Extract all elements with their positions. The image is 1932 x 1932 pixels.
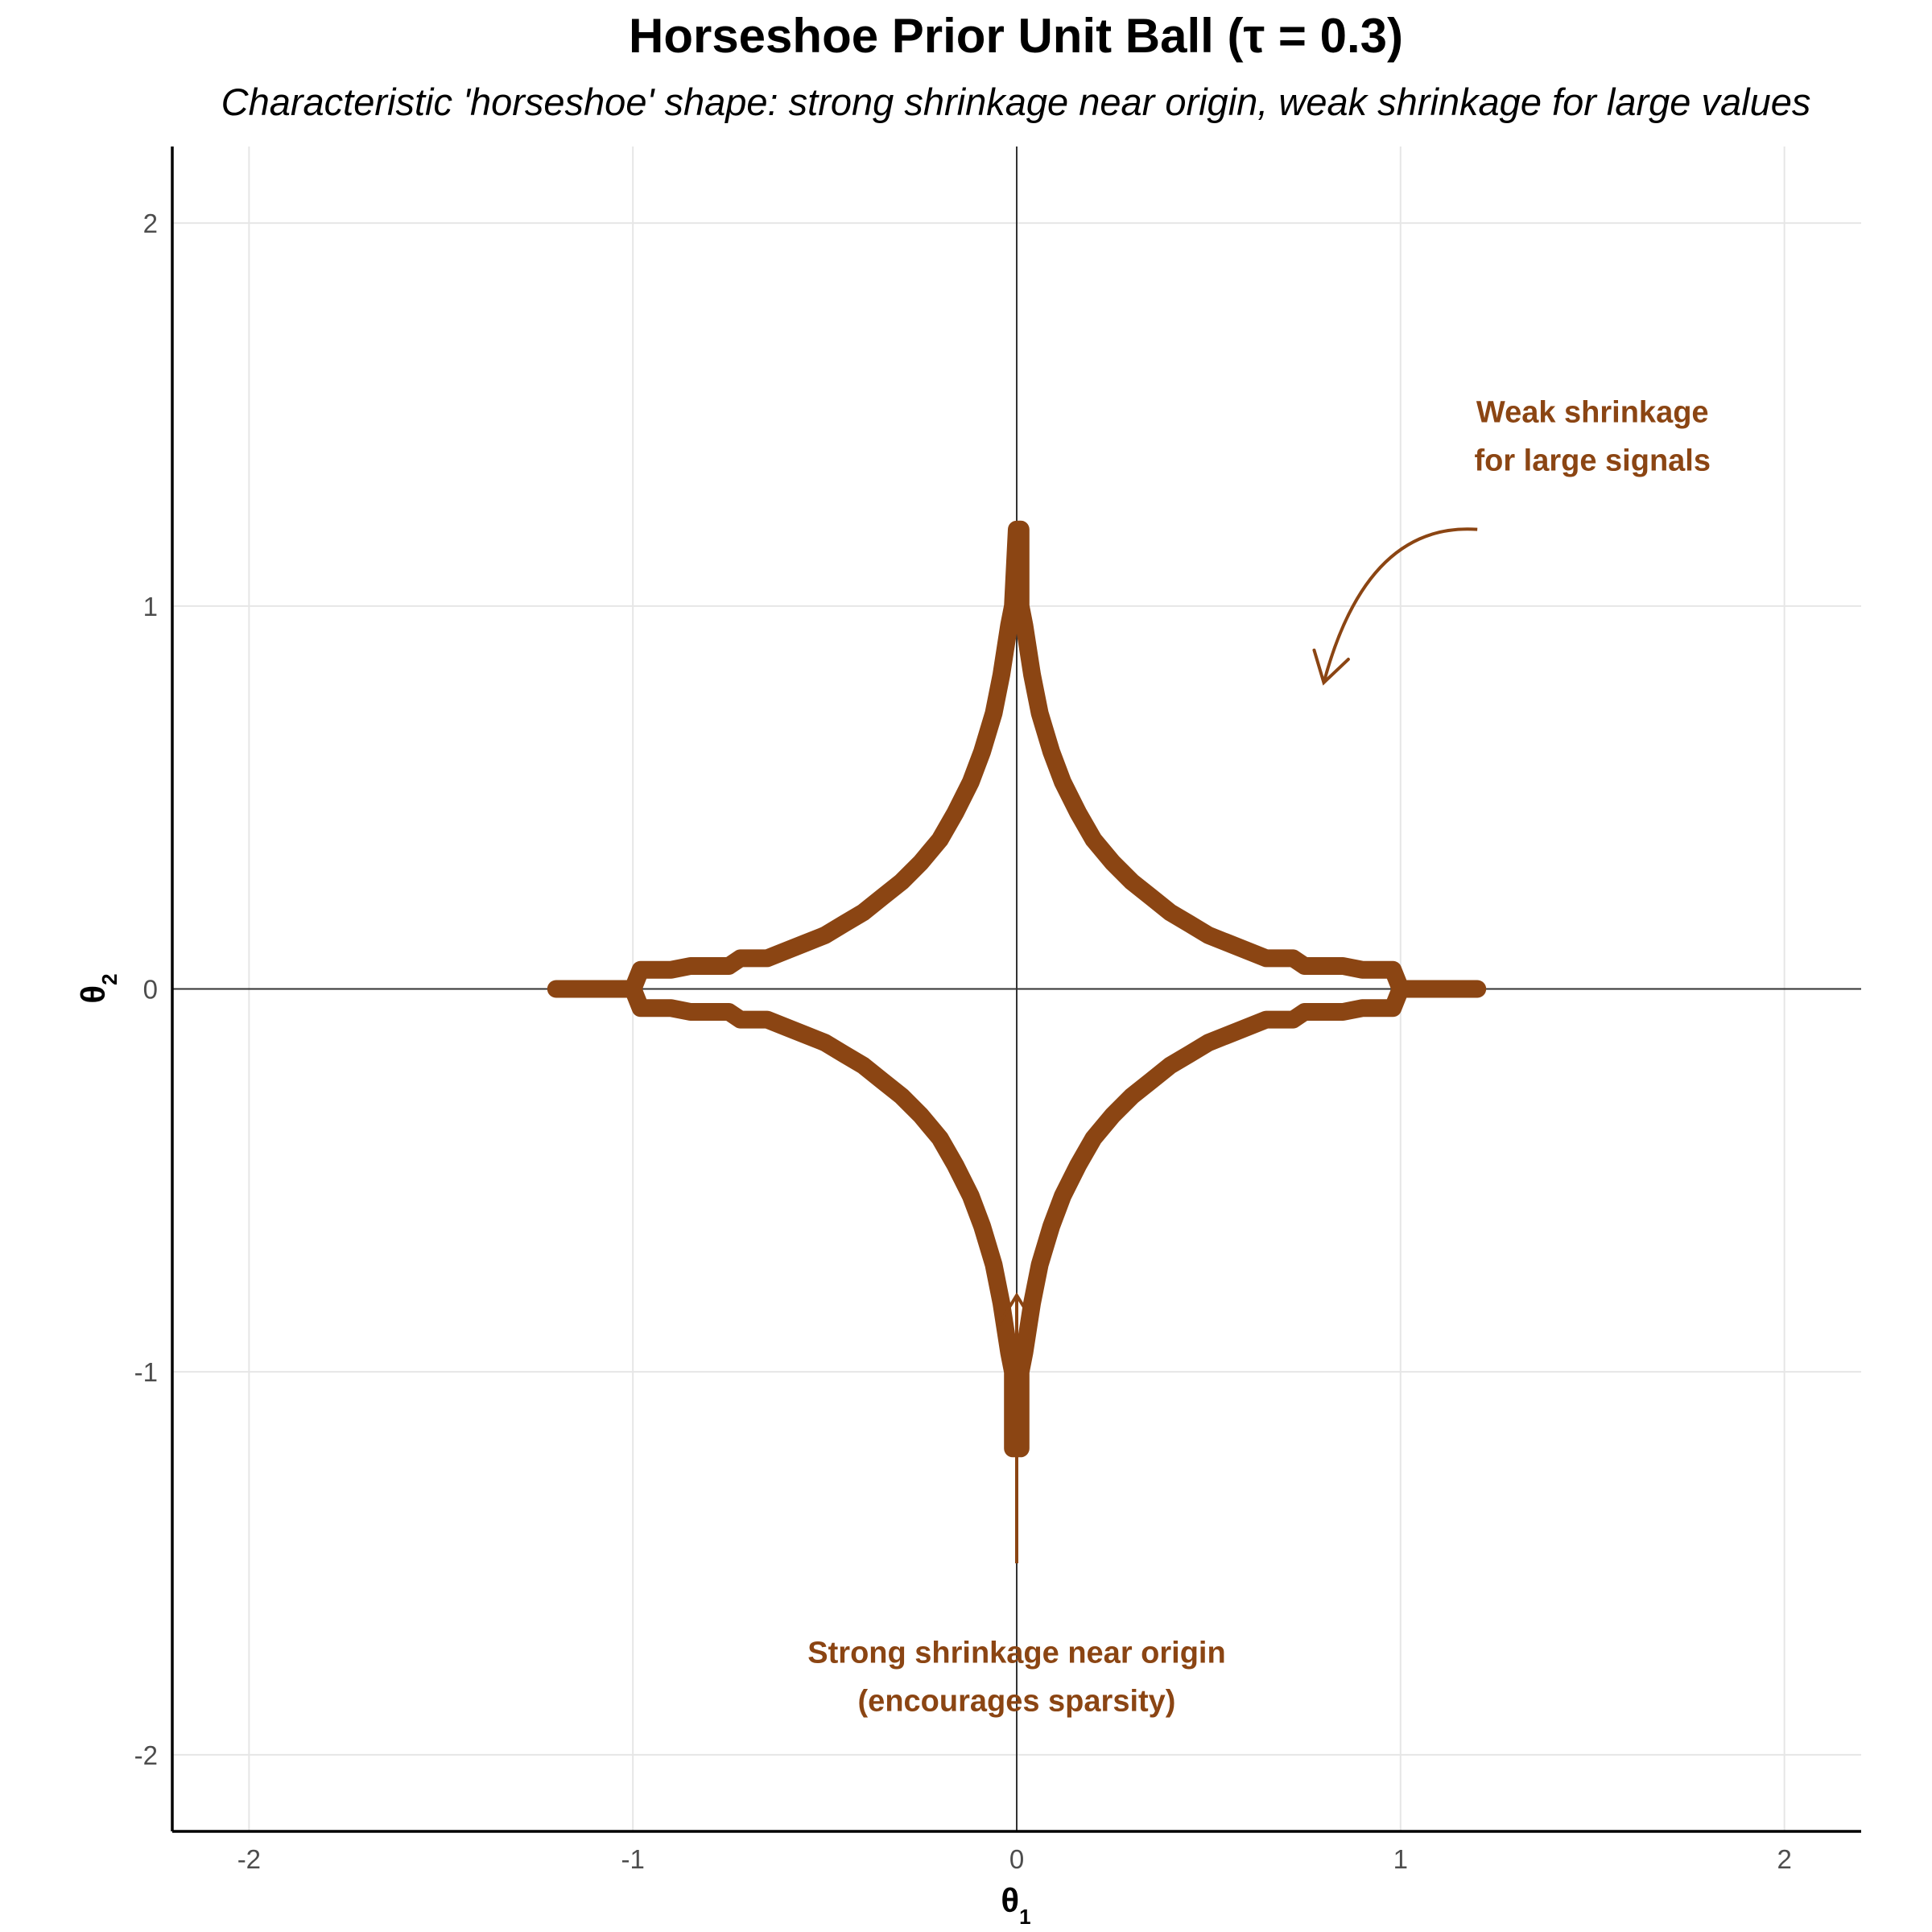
- x-axis-label-subscript: 1: [1019, 1905, 1030, 1929]
- annotation-arrow-curve: [1322, 527, 1478, 683]
- y-axis-label-text: θ: [74, 985, 112, 1004]
- annotations: Weak shrinkage for large signals Strong sh…: [807, 395, 1711, 1718]
- x-axis-label: θ1: [1001, 1881, 1030, 1929]
- y-tick-label: -2: [134, 1740, 158, 1770]
- tick-labels: -2 -1 0 1 2 -2 -1 0 1 2: [134, 208, 1792, 1874]
- y-axis-label-subscript: 2: [97, 973, 122, 985]
- annotation-arrow-head: [1312, 648, 1350, 686]
- y-axis-label: θ2: [74, 973, 122, 1003]
- x-tick-label: -2: [237, 1844, 261, 1874]
- annotation-line: for large signals: [1474, 444, 1711, 477]
- y-tick-label: 1: [143, 592, 158, 621]
- unit-ball-contour: [547, 520, 1487, 1458]
- annotation-text: Strong shrinkage near origin (encourages …: [807, 1637, 1225, 1719]
- x-axis-label-text: θ: [1001, 1881, 1019, 1919]
- y-tick-label: 2: [143, 208, 158, 238]
- annotation-arrows: [997, 527, 1478, 1564]
- axes: [171, 147, 1861, 1833]
- x-tick-label: 0: [1009, 1844, 1024, 1874]
- annotation-line: (encourages sparsity): [858, 1685, 1176, 1719]
- x-tick-label: -1: [621, 1844, 645, 1874]
- x-tick-label: 1: [1393, 1844, 1408, 1874]
- y-tick-label: -1: [134, 1357, 158, 1387]
- annotation-text: Weak shrinkage for large signals: [1474, 395, 1711, 477]
- annotation-line: Weak shrinkage: [1476, 395, 1709, 429]
- annotation-line: Strong shrinkage near origin: [807, 1637, 1225, 1670]
- svg-text:θ1: θ1: [1001, 1881, 1030, 1929]
- svg-text:θ2: θ2: [74, 973, 122, 1003]
- x-tick-label: 2: [1777, 1844, 1791, 1874]
- chart-subtitle: Characteristic 'horseshoe' shape: strong…: [221, 80, 1811, 123]
- y-tick-label: 0: [143, 975, 158, 1005]
- series-layer: [547, 520, 1487, 1458]
- chart-title: Horseshoe Prior Unit Ball (τ = 0.3): [629, 9, 1403, 63]
- annotation-arrow-head: [997, 1292, 1036, 1326]
